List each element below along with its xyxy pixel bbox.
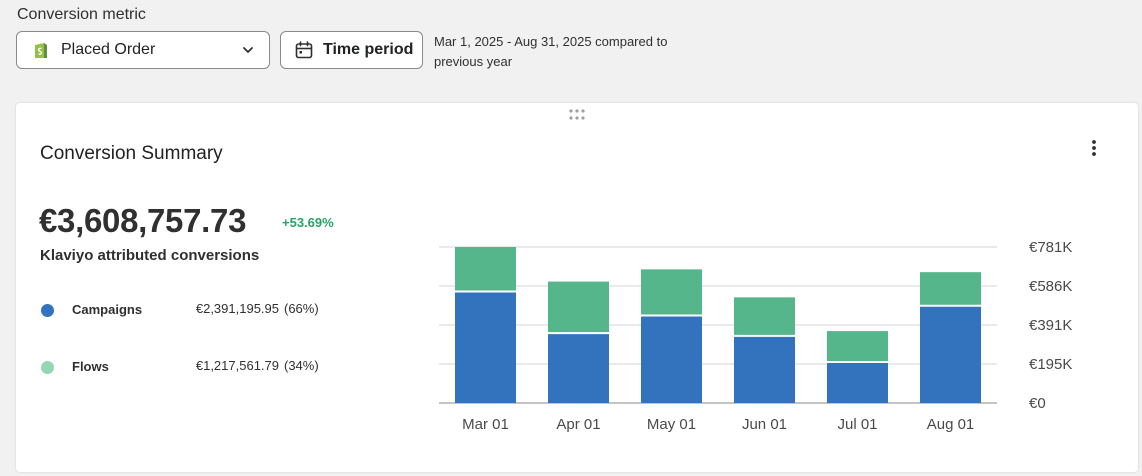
bar-campaigns — [827, 362, 888, 403]
y-tick-label: €781K — [1029, 239, 1072, 256]
y-tick-label: €0 — [1029, 395, 1046, 412]
conversion-metric-label: Conversion metric — [17, 6, 146, 23]
x-tick-label: Jul 01 — [837, 416, 877, 433]
bar-flows — [641, 269, 702, 316]
bar-flows — [827, 331, 888, 363]
legend-item-campaigns: Campaigns €2,391,195.95 (66%) — [40, 300, 340, 320]
change-badge: +53.69% — [282, 215, 334, 230]
card-title: Conversion Summary — [40, 143, 223, 164]
conversion-bar-chart: €0 €195K €391K €586K €781K Mar 01 Apr 01 May 01… — [439, 239, 1072, 433]
time-period-button[interactable]: Time period — [280, 31, 423, 69]
legend-amount: €1,217,561.79 — [195, 358, 279, 373]
legend-name: Campaigns — [72, 302, 143, 317]
x-tick-label: Aug 01 — [927, 416, 975, 433]
bar-campaigns — [641, 315, 702, 403]
selected-metric: Placed Order — [61, 41, 156, 58]
x-tick-label: Jun 01 — [742, 416, 787, 433]
bar-campaigns — [455, 291, 516, 403]
chevron-down-icon — [241, 43, 255, 57]
legend-percent: (34%) — [284, 358, 319, 373]
y-tick-label: €195K — [1029, 356, 1072, 373]
bar-campaigns — [548, 333, 609, 403]
y-tick-label: €586K — [1029, 278, 1072, 295]
legend-item-flows: Flows €1,217,561.79 (34%) — [40, 357, 340, 377]
legend-amount: €2,391,195.95 — [195, 301, 279, 316]
x-tick-label: Apr 01 — [556, 416, 600, 433]
total-conversions-value: €3,608,757.73 — [39, 202, 247, 239]
legend-percent: (66%) — [284, 301, 319, 316]
x-tick-label: May 01 — [647, 416, 696, 433]
bar-flows — [734, 297, 795, 336]
bar-flows — [920, 272, 981, 306]
bar-campaigns — [920, 305, 981, 403]
campaigns-dot — [41, 304, 54, 317]
drag-handle-icon[interactable] — [568, 108, 586, 122]
legend-name: Flows — [72, 359, 109, 374]
shopify-icon — [31, 40, 51, 60]
more-options-icon[interactable] — [1084, 137, 1104, 159]
bar-flows — [548, 281, 609, 334]
bar-flows — [455, 247, 516, 292]
conversion-summary-card: Conversion Summary €3,608,757.73 +53.69%… — [16, 103, 1138, 472]
period-description: Mar 1, 2025 - Aug 31, 2025 compared to p… — [434, 34, 668, 69]
x-tick-label: Mar 01 — [462, 416, 509, 433]
flows-dot — [41, 361, 54, 374]
bar-campaigns — [734, 335, 795, 403]
y-tick-label: €391K — [1029, 317, 1072, 334]
time-period-label: Time period — [323, 41, 414, 58]
calendar-icon — [294, 40, 314, 60]
attributed-conversions-label: Klaviyo attributed conversions — [40, 247, 260, 264]
conversion-metric-select[interactable]: Placed Order — [16, 31, 270, 69]
